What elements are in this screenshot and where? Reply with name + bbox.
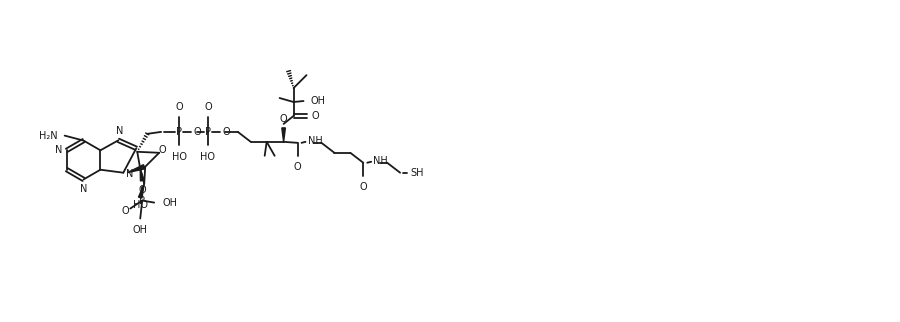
Polygon shape <box>139 184 144 198</box>
Text: H₂N: H₂N <box>39 131 58 141</box>
Text: P: P <box>176 127 182 137</box>
Text: HO: HO <box>132 200 148 210</box>
Text: O: O <box>280 114 287 124</box>
Text: NH: NH <box>374 156 388 166</box>
Polygon shape <box>127 165 145 173</box>
Text: O: O <box>223 127 230 137</box>
Text: OH: OH <box>162 198 177 208</box>
Text: O: O <box>359 182 367 192</box>
Text: N: N <box>55 145 62 155</box>
Text: NH: NH <box>308 136 322 146</box>
Text: O: O <box>204 102 212 112</box>
Polygon shape <box>140 169 144 181</box>
Text: P: P <box>140 195 145 205</box>
Text: OH: OH <box>132 225 148 235</box>
Text: P: P <box>205 127 211 137</box>
Text: OH: OH <box>310 96 326 106</box>
Text: O: O <box>293 162 302 172</box>
Polygon shape <box>282 128 285 142</box>
Text: O: O <box>311 111 320 121</box>
Text: N: N <box>115 126 123 136</box>
Text: HO: HO <box>172 152 186 162</box>
Text: N: N <box>126 169 134 179</box>
Text: O: O <box>194 127 202 137</box>
Text: O: O <box>176 102 183 112</box>
Text: O: O <box>122 205 129 215</box>
Text: O: O <box>139 185 146 194</box>
Text: N: N <box>80 184 87 194</box>
Text: O: O <box>158 145 166 155</box>
Text: HO: HO <box>201 152 215 162</box>
Text: SH: SH <box>410 168 424 178</box>
